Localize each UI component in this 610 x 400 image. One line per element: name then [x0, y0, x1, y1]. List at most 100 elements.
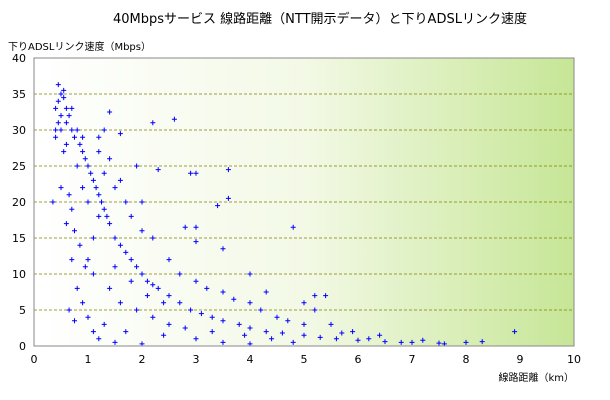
data-point — [188, 307, 194, 313]
data-point — [317, 334, 323, 340]
data-point — [150, 282, 156, 288]
x-tick-label: 4 — [247, 353, 254, 366]
data-point — [134, 163, 140, 169]
data-point — [274, 314, 280, 320]
data-point — [182, 325, 188, 331]
data-point — [355, 337, 361, 343]
data-point — [112, 339, 118, 345]
data-point — [258, 307, 264, 313]
data-point — [279, 330, 285, 336]
data-point — [182, 224, 188, 230]
data-point — [101, 321, 107, 327]
data-point — [382, 339, 388, 345]
data-point — [72, 134, 77, 140]
data-point — [139, 271, 145, 277]
data-point — [112, 185, 118, 191]
data-point — [193, 170, 199, 176]
data-point — [290, 339, 296, 345]
data-point — [85, 163, 91, 169]
data-point — [96, 336, 102, 342]
data-point — [58, 91, 64, 97]
data-point — [90, 329, 96, 335]
x-tick-label: 10 — [567, 353, 581, 366]
data-point — [263, 289, 269, 295]
data-point — [69, 127, 75, 133]
data-point — [90, 235, 96, 241]
data-point — [220, 289, 226, 295]
data-point — [328, 321, 334, 327]
data-point — [312, 307, 318, 313]
data-point — [220, 339, 226, 345]
data-point — [150, 120, 156, 126]
data-point — [66, 192, 72, 198]
data-point — [123, 329, 129, 335]
data-point — [66, 307, 72, 313]
y-tick-label: 10 — [12, 268, 26, 281]
data-point — [58, 113, 64, 119]
data-point — [55, 82, 61, 88]
data-point — [117, 242, 123, 248]
x-tick-label: 2 — [139, 353, 146, 366]
x-tick-label: 6 — [355, 353, 362, 366]
data-point — [55, 120, 61, 126]
data-point — [90, 271, 96, 277]
y-tick-label: 30 — [12, 124, 26, 137]
data-point — [220, 246, 226, 252]
data-point — [101, 206, 107, 212]
data-point — [479, 339, 485, 345]
data-point — [420, 337, 426, 343]
data-point — [117, 177, 123, 183]
y-axis-ticks: 0 5 10 15 20 25 30 35 40 — [12, 52, 26, 353]
data-point — [66, 113, 72, 119]
y-tick-label: 35 — [12, 88, 26, 101]
data-point — [247, 325, 253, 331]
x-axis-label: 線路距離（km） — [498, 371, 574, 384]
data-point — [134, 307, 140, 313]
data-point — [398, 339, 404, 345]
data-point — [93, 185, 99, 191]
data-point — [193, 239, 199, 245]
data-point — [155, 285, 161, 291]
data-point — [53, 134, 59, 140]
data-point — [123, 249, 129, 255]
data-point — [61, 149, 67, 155]
data-point — [236, 321, 242, 327]
data-point — [96, 213, 102, 219]
x-tick-label: 3 — [193, 353, 200, 366]
data-point — [82, 156, 88, 162]
x-tick-label: 9 — [517, 353, 524, 366]
data-point — [88, 170, 94, 176]
data-point — [82, 264, 88, 270]
data-point — [409, 339, 415, 345]
x-tick-label: 8 — [463, 353, 470, 366]
data-point — [193, 336, 199, 342]
data-point — [107, 109, 113, 115]
y-tick-label: 0 — [19, 340, 26, 353]
data-point — [112, 264, 118, 270]
data-point — [220, 318, 226, 324]
data-point — [85, 257, 91, 263]
y-axis-label: 下りADSLリンク速度（Mbps） — [8, 40, 151, 53]
data-point — [171, 116, 177, 122]
data-point — [96, 192, 102, 198]
data-point — [99, 199, 104, 205]
data-point — [77, 242, 83, 248]
data-point — [301, 332, 307, 338]
data-point — [301, 300, 307, 306]
data-point — [80, 300, 86, 306]
data-point — [58, 185, 64, 191]
data-point — [72, 228, 77, 234]
data-point — [463, 339, 469, 345]
y-tick-label: 25 — [12, 160, 26, 173]
x-tick-label: 0 — [31, 353, 38, 366]
data-point — [231, 296, 237, 302]
data-point — [333, 336, 339, 342]
chart-title: 40Mbpsサービス 線路距離（NTT開示データ）と下りADSLリンク速度 — [113, 11, 527, 27]
data-point — [139, 199, 145, 205]
y-tick-label: 15 — [12, 232, 26, 245]
data-point — [155, 167, 161, 173]
data-point — [69, 105, 75, 111]
data-point — [61, 95, 67, 101]
data-point — [166, 321, 172, 327]
